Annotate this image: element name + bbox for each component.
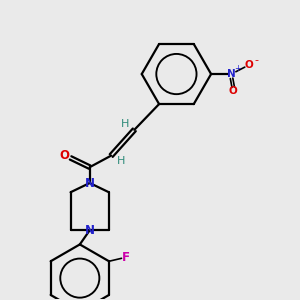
Text: -: - (254, 55, 258, 65)
Text: N: N (227, 69, 236, 79)
Text: H: H (121, 119, 129, 129)
Text: O: O (229, 86, 238, 96)
Text: O: O (244, 60, 253, 70)
Text: O: O (60, 149, 70, 162)
Text: H: H (117, 155, 125, 166)
Text: F: F (122, 251, 130, 264)
Text: N: N (85, 176, 95, 190)
Text: N: N (85, 224, 95, 237)
Text: +: + (234, 64, 241, 73)
